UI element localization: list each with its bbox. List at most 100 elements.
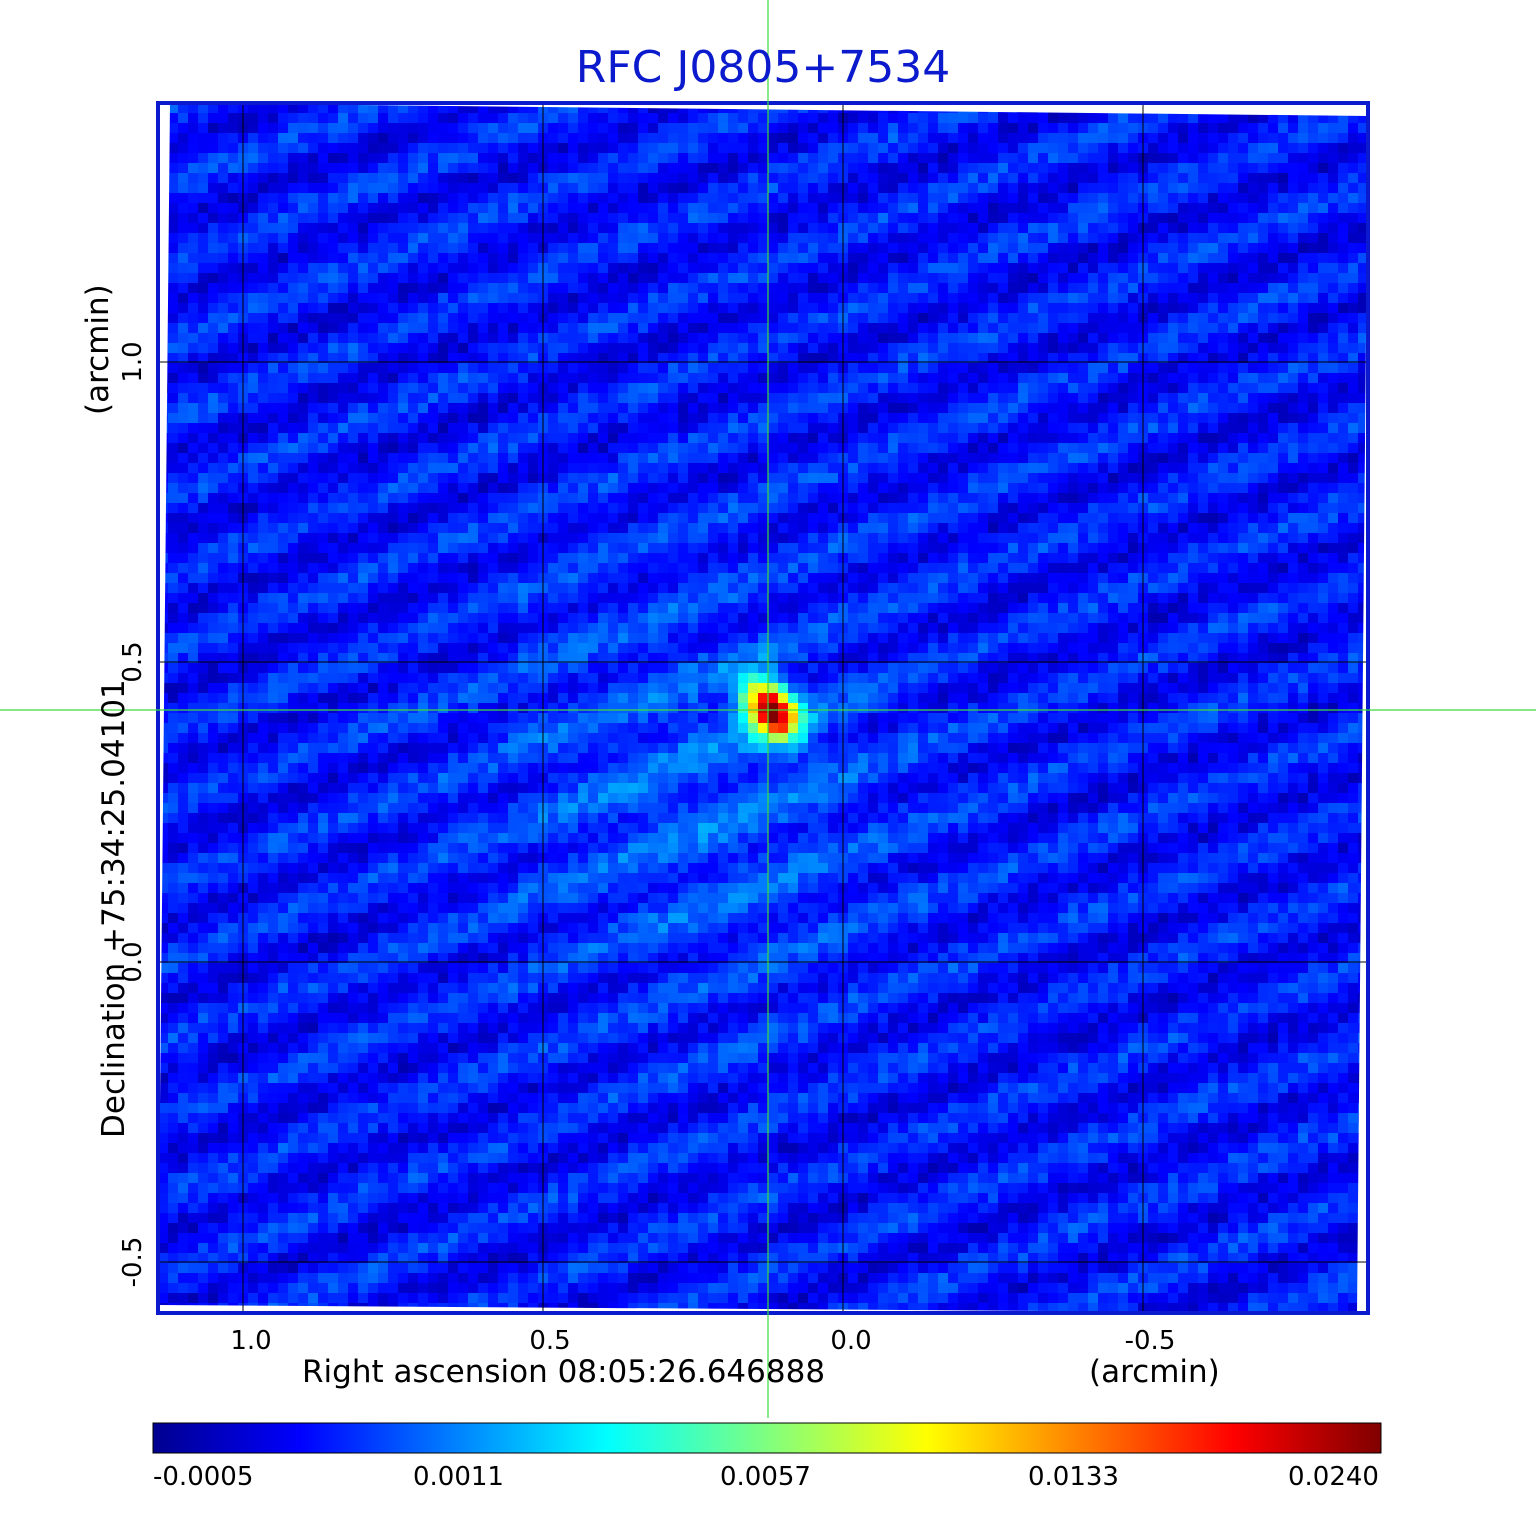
heatmap-cell xyxy=(168,243,178,253)
heatmap-cell xyxy=(1028,303,1038,313)
heatmap-cell xyxy=(1208,183,1218,193)
heatmap-cell xyxy=(878,363,888,373)
heatmap-cell xyxy=(988,143,998,153)
heatmap-cell xyxy=(1158,453,1168,463)
heatmap-cell xyxy=(998,313,1008,323)
heatmap-cell xyxy=(698,193,708,203)
heatmap-cell xyxy=(358,273,368,283)
heatmap-cell xyxy=(698,333,708,343)
heatmap-cell xyxy=(1198,163,1208,173)
heatmap-cell xyxy=(498,483,508,493)
heatmap-cell xyxy=(628,303,638,313)
heatmap-cell xyxy=(998,263,1008,273)
heatmap-cell xyxy=(728,193,738,203)
heatmap-cell xyxy=(298,133,308,143)
heatmap-cell xyxy=(178,513,188,523)
heatmap-cell xyxy=(898,203,908,213)
heatmap-cell xyxy=(788,473,798,483)
heatmap-cell xyxy=(168,313,178,323)
heatmap-cell xyxy=(258,333,268,343)
heatmap-cell xyxy=(668,133,678,143)
heatmap-cell xyxy=(258,503,268,513)
heatmap-cell xyxy=(1238,283,1248,293)
heatmap-cell xyxy=(988,343,998,353)
heatmap-cell xyxy=(918,293,928,303)
heatmap-cell xyxy=(798,383,808,393)
heatmap-cell xyxy=(348,143,358,153)
heatmap-cell xyxy=(1168,323,1178,333)
heatmap-cell xyxy=(1258,193,1268,203)
heatmap-cell xyxy=(348,243,358,253)
heatmap-cell xyxy=(1228,393,1238,403)
heatmap-cell xyxy=(258,373,268,383)
heatmap-cell xyxy=(1158,243,1168,253)
heatmap-cell xyxy=(718,203,728,213)
heatmap-cell xyxy=(918,493,928,503)
heatmap-cell xyxy=(1308,273,1318,283)
heatmap-cell xyxy=(368,113,378,123)
heatmap-cell xyxy=(188,233,198,243)
heatmap-cell xyxy=(1348,313,1358,323)
heatmap-cell xyxy=(998,473,1008,483)
heatmap-cell xyxy=(1058,123,1068,133)
heatmap-cell xyxy=(1268,153,1278,163)
heatmap-cell xyxy=(788,283,798,293)
heatmap-cell xyxy=(638,193,648,203)
heatmap-cell xyxy=(1328,333,1338,343)
heatmap-cell xyxy=(588,303,598,313)
heatmap-cell xyxy=(698,443,708,453)
heatmap-cell xyxy=(178,153,188,163)
heatmap-cell xyxy=(988,393,998,403)
heatmap-cell xyxy=(998,423,1008,433)
heatmap-cell xyxy=(638,453,648,463)
heatmap-cell xyxy=(888,253,898,263)
heatmap-cell xyxy=(1158,363,1168,373)
heatmap-cell xyxy=(988,403,998,413)
heatmap-cell xyxy=(298,453,308,463)
heatmap-cell xyxy=(888,173,898,183)
heatmap-cell xyxy=(398,423,408,433)
heatmap-cell xyxy=(618,423,628,433)
heatmap-cell xyxy=(788,463,798,473)
heatmap-cell xyxy=(678,143,688,153)
heatmap-cell xyxy=(708,283,718,293)
heatmap-cell xyxy=(1028,193,1038,203)
heatmap-cell xyxy=(328,463,338,473)
heatmap-cell xyxy=(318,253,328,263)
heatmap-cell xyxy=(198,403,208,413)
heatmap-cell xyxy=(458,223,468,233)
heatmap-cell xyxy=(708,433,718,443)
heatmap-cell xyxy=(358,333,368,343)
heatmap-cell xyxy=(708,463,718,473)
heatmap-cell xyxy=(338,513,348,523)
heatmap-cell xyxy=(208,113,218,123)
heatmap-cell xyxy=(818,443,828,453)
heatmap-cell xyxy=(1348,363,1358,373)
heatmap-cell xyxy=(298,143,308,153)
heatmap-cell xyxy=(308,233,318,243)
heatmap-cell xyxy=(1218,333,1228,343)
heatmap-cell xyxy=(568,423,578,433)
heatmap-cell xyxy=(658,443,668,453)
heatmap-cell xyxy=(478,263,488,273)
heatmap-cell xyxy=(378,473,388,483)
heatmap-cell xyxy=(348,193,358,203)
heatmap-cell xyxy=(788,153,798,163)
heatmap-cell xyxy=(1248,193,1258,203)
heatmap-cell xyxy=(388,513,398,523)
heatmap-cell xyxy=(548,193,558,203)
heatmap-cell xyxy=(298,383,308,393)
heatmap-cell xyxy=(548,293,558,303)
heatmap-cell xyxy=(878,373,888,383)
heatmap-cell xyxy=(358,113,368,123)
heatmap-cell xyxy=(948,453,958,463)
heatmap-cell xyxy=(438,233,448,243)
heatmap-cell xyxy=(438,213,448,223)
heatmap-cell xyxy=(1038,233,1048,243)
heatmap-cell xyxy=(558,313,568,323)
heatmap-cell xyxy=(638,313,648,323)
heatmap-cell xyxy=(568,213,578,223)
heatmap-cell xyxy=(1098,423,1108,433)
heatmap-cell xyxy=(848,273,858,283)
heatmap-cell xyxy=(1278,263,1288,273)
